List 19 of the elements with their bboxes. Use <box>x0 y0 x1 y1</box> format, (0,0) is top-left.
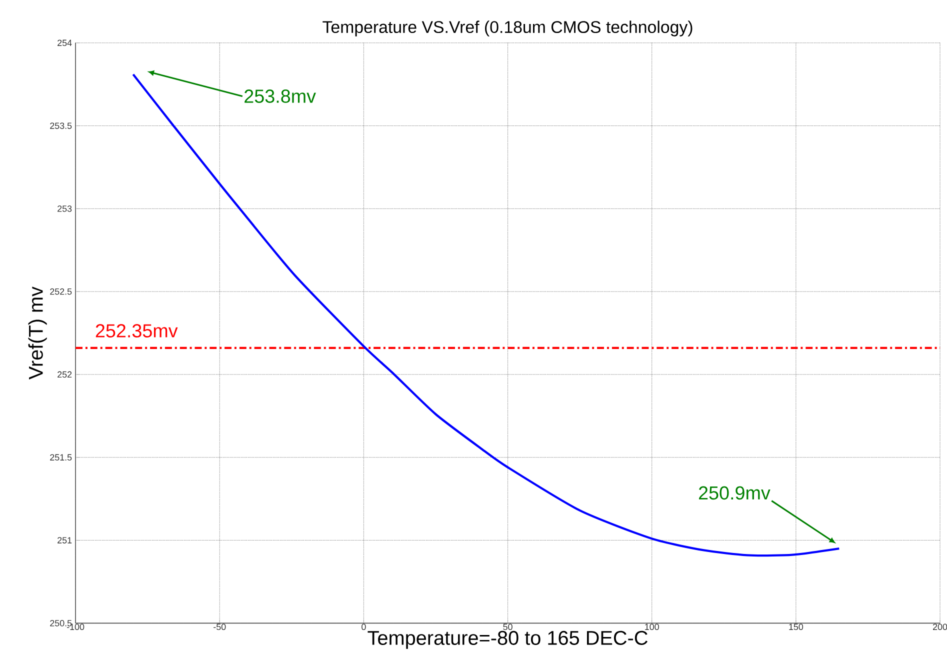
x-tick-label: 150 <box>789 624 804 630</box>
x-tick-label: 200 <box>933 624 947 630</box>
y-tick-label: 251.5 <box>50 454 72 461</box>
y-tick-label: 252.5 <box>50 288 72 295</box>
y-axis-title: Vref(T) mv <box>28 286 47 380</box>
x-axis-title: Temperature=-80 to 165 DEC-C <box>368 630 648 649</box>
x-tick-label: 50 <box>503 624 512 630</box>
y-tick-label: 253 <box>58 205 72 212</box>
y-tick-label: 253.5 <box>50 122 72 129</box>
x-tick-label: 100 <box>645 624 659 630</box>
x-tick-label: 0 <box>362 624 366 630</box>
y-tick-label: 254 <box>58 40 72 46</box>
annotation: 253.8mv <box>244 90 316 103</box>
annotation: 250.9mv <box>698 486 770 500</box>
y-tick-label: 252 <box>58 371 72 378</box>
ref-line-label: 252.35mv <box>96 324 178 338</box>
x-tick-label: -50 <box>214 624 226 630</box>
y-tick-label: 251 <box>58 537 72 544</box>
chart-title: Temperature VS.Vref (0.18um CMOS technology) <box>322 20 692 36</box>
